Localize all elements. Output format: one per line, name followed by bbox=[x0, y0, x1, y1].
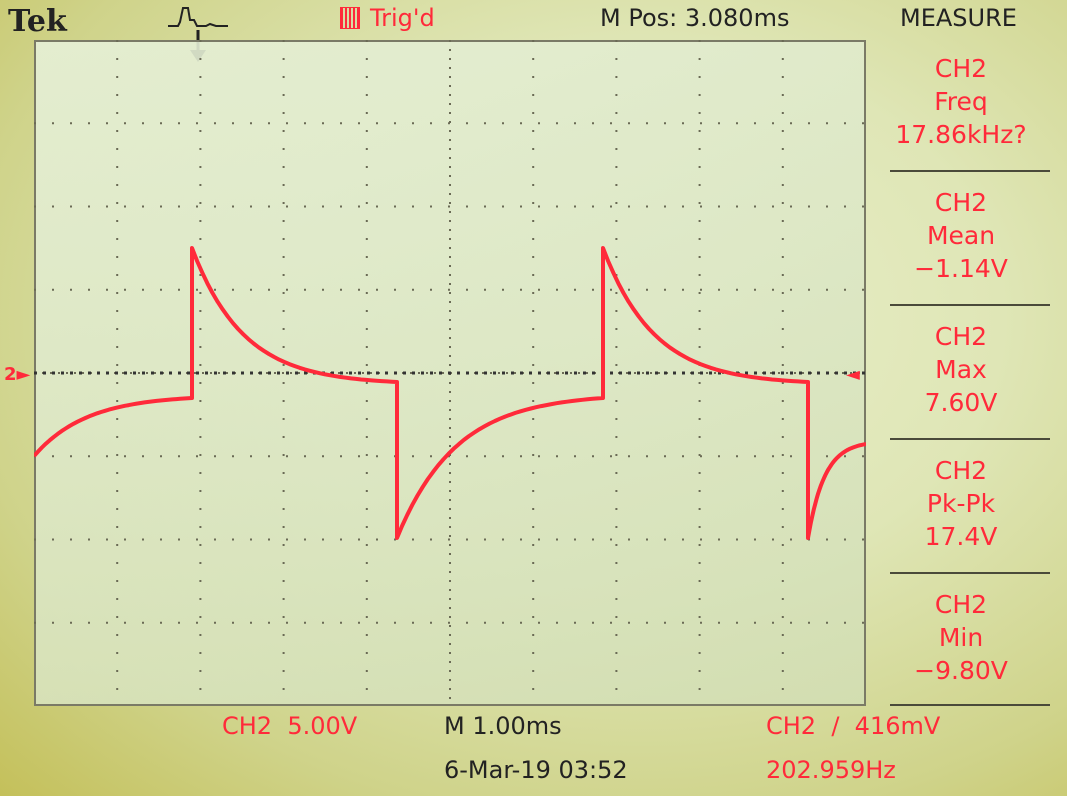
arrow-left-icon: ◄ bbox=[846, 364, 860, 385]
measure-label: Freq bbox=[934, 87, 988, 116]
trigger-level-marker: ◄ bbox=[846, 364, 860, 385]
measure-mean[interactable]: CH2 Mean −1.14V bbox=[876, 186, 1046, 285]
channel-2-ground-label: 2 bbox=[4, 364, 17, 385]
measure-label: Mean bbox=[926, 221, 996, 250]
measure-divider bbox=[890, 572, 1050, 574]
measure-divider bbox=[890, 438, 1050, 440]
horizontal-position: M Pos: 3.080ms bbox=[600, 4, 790, 32]
measure-channel: CH2 bbox=[934, 590, 988, 619]
trigger-status: Trig'd bbox=[340, 4, 435, 32]
measure-pk-pk[interactable]: CH2 Pk-Pk 17.4V bbox=[876, 454, 1046, 553]
measure-divider bbox=[890, 304, 1050, 306]
measure-value: −9.80V bbox=[914, 656, 1008, 685]
measure-panel: CH2 Freq 17.86kHz? CH2 Mean −1.14V CH2 M… bbox=[876, 40, 1056, 706]
measure-value: −1.14V bbox=[914, 254, 1008, 283]
measure-divider bbox=[890, 170, 1050, 172]
measure-divider bbox=[890, 704, 1050, 706]
trigger-frequency: 202.959Hz bbox=[766, 756, 896, 784]
measure-label: Min bbox=[938, 623, 984, 652]
brand-logo: Tek bbox=[8, 4, 67, 39]
measure-freq[interactable]: CH2 Freq 17.86kHz? bbox=[876, 52, 1046, 151]
measure-channel: CH2 bbox=[934, 188, 988, 217]
date-time: 6-Mar-19 03:52 bbox=[444, 756, 628, 784]
trigger-readout: CH2 ∕ 416mV bbox=[766, 712, 941, 740]
measure-label: Max bbox=[935, 355, 987, 384]
graticule bbox=[34, 40, 866, 706]
trigger-status-icon bbox=[340, 7, 360, 29]
channel-scale: CH2 5.00V bbox=[222, 712, 358, 740]
top-status-bar: Tek Trig'd M Pos: 3.080ms MEASURE bbox=[0, 0, 1067, 62]
timebase: M 1.00ms bbox=[444, 712, 562, 740]
channel-2-waveform-trace bbox=[34, 246, 866, 540]
measure-value: 7.60V bbox=[924, 388, 998, 417]
trigger-status-text: Trig'd bbox=[370, 4, 435, 32]
measure-max[interactable]: CH2 Max 7.60V bbox=[876, 320, 1046, 419]
channel-2-ground-marker: 2► bbox=[4, 364, 30, 385]
measure-channel: CH2 bbox=[934, 456, 988, 485]
menu-title: MEASURE bbox=[900, 4, 1017, 32]
arrow-right-icon: ► bbox=[16, 364, 31, 385]
measure-label: Pk-Pk bbox=[926, 489, 996, 518]
measure-channel: CH2 bbox=[934, 322, 988, 351]
measure-value: 17.4V bbox=[924, 522, 998, 551]
measure-channel: CH2 bbox=[934, 54, 988, 83]
measure-min[interactable]: CH2 Min −9.80V bbox=[876, 588, 1046, 687]
measure-value: 17.86kHz? bbox=[895, 120, 1027, 149]
